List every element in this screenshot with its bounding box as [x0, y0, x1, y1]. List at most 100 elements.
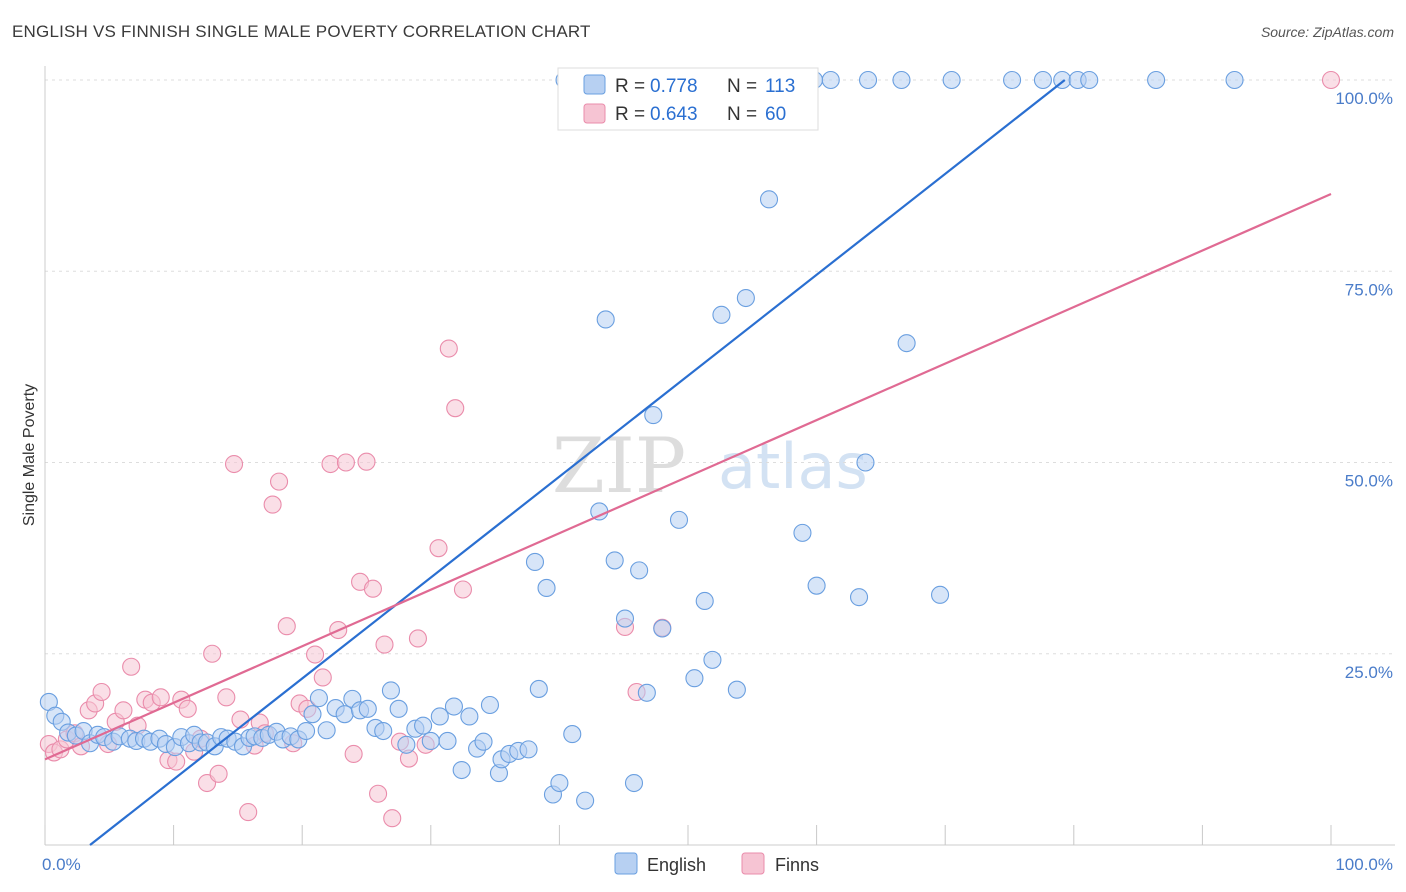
english-point — [430, 707, 449, 726]
english-point — [849, 588, 869, 607]
english-legend-swatch — [583, 74, 606, 95]
english-trendline — [89, 79, 1066, 846]
english-point — [444, 697, 463, 716]
finns-point — [336, 453, 355, 472]
finns-series — [39, 70, 1341, 828]
finns-point — [277, 617, 296, 636]
finns-point — [217, 688, 236, 707]
english-point — [615, 609, 635, 628]
english-series — [39, 70, 1244, 810]
finns-point — [122, 657, 141, 676]
finns-trendline — [44, 192, 1332, 761]
finns-point — [453, 580, 473, 599]
y-tick-label: 50.0% — [1345, 472, 1393, 491]
finns-n-value: 60 — [765, 104, 786, 125]
finns-point — [178, 699, 197, 718]
english-point — [381, 681, 400, 700]
y-tick-label: 75.0% — [1345, 280, 1393, 299]
english-point — [438, 731, 457, 751]
finns-point — [375, 635, 394, 654]
english-point — [397, 735, 416, 754]
chart-title: ENGLISH VS FINNISH SINGLE MALE POVERTY C… — [12, 22, 591, 41]
english-point — [685, 669, 704, 688]
english-point — [317, 721, 336, 740]
english-point — [1033, 70, 1052, 90]
x-tick-label: 100.0% — [1335, 855, 1393, 874]
source-label: Source: ZipAtlas.com — [1260, 24, 1394, 40]
english-point — [460, 707, 479, 726]
english-point — [414, 716, 433, 735]
finns-point — [231, 710, 250, 729]
english-point — [821, 70, 840, 90]
finns-r-label: R = — [615, 104, 645, 125]
finns-legend-swatch — [583, 103, 606, 124]
english-point — [374, 721, 393, 741]
trendlines — [44, 79, 1332, 846]
finns-point — [92, 682, 111, 702]
english-point — [1080, 70, 1099, 90]
english-point — [537, 578, 556, 598]
english-point — [759, 190, 779, 209]
finns-n-label: N = — [727, 104, 757, 125]
english-point — [550, 773, 569, 793]
english-point — [858, 70, 878, 90]
english-bottom-swatch — [614, 852, 638, 875]
finns-point — [363, 579, 382, 598]
stats-legend: R = 0.778 N = 113 R = 0.643 N = 60 — [557, 67, 819, 131]
grid — [45, 79, 1395, 655]
finns-point — [429, 539, 448, 558]
english-point — [1003, 70, 1022, 90]
finns-point — [263, 495, 282, 514]
english-point — [358, 699, 377, 718]
english-point — [653, 619, 672, 638]
y-axis-title: Single Male Poverty — [21, 384, 38, 526]
watermark: ZIP atlas — [552, 421, 868, 510]
english-point — [519, 740, 538, 759]
finns-point — [114, 701, 133, 720]
finns-point — [151, 688, 170, 707]
english-point — [303, 705, 322, 724]
english-point — [624, 773, 644, 793]
english-point — [942, 70, 961, 90]
finns-point — [313, 668, 332, 687]
finns-r-value: 0.643 — [650, 104, 698, 125]
watermark-atlas: atlas — [718, 430, 868, 503]
english-r-label: R = — [615, 76, 645, 97]
english-point — [421, 731, 440, 751]
finns-bottom-swatch — [741, 852, 765, 875]
finns-point — [306, 645, 325, 664]
finns-point — [383, 809, 402, 828]
english-bottom-label: English — [647, 855, 706, 875]
english-n-label: N = — [727, 76, 757, 97]
english-point — [637, 683, 656, 702]
x-tick-label: 0.0% — [42, 855, 81, 874]
axes — [44, 66, 1395, 846]
english-point — [736, 288, 755, 308]
english-point — [309, 689, 328, 708]
finns-point — [203, 644, 222, 663]
english-point — [856, 453, 875, 472]
english-point — [695, 591, 714, 611]
english-point — [474, 732, 493, 751]
english-point — [712, 305, 731, 324]
y-tick-label: 100.0% — [1335, 89, 1393, 108]
english-point — [703, 650, 722, 669]
english-point — [525, 552, 545, 572]
english-point — [576, 791, 595, 810]
y-tick-label: 25.0% — [1345, 663, 1393, 682]
english-point — [335, 705, 354, 724]
english-r-value: 0.778 — [650, 76, 698, 97]
english-point — [1225, 70, 1244, 90]
finns-point — [1321, 70, 1341, 90]
english-point — [1147, 70, 1166, 90]
english-point — [529, 679, 548, 698]
finns-point — [270, 472, 289, 491]
english-point — [452, 760, 471, 780]
english-point — [596, 310, 615, 329]
finns-bottom-label: Finns — [775, 855, 819, 875]
english-point — [605, 551, 624, 570]
x-tick-labels: 0.0% 100.0% — [42, 855, 1393, 874]
english-point — [297, 721, 316, 741]
english-n-value: 113 — [765, 76, 795, 97]
